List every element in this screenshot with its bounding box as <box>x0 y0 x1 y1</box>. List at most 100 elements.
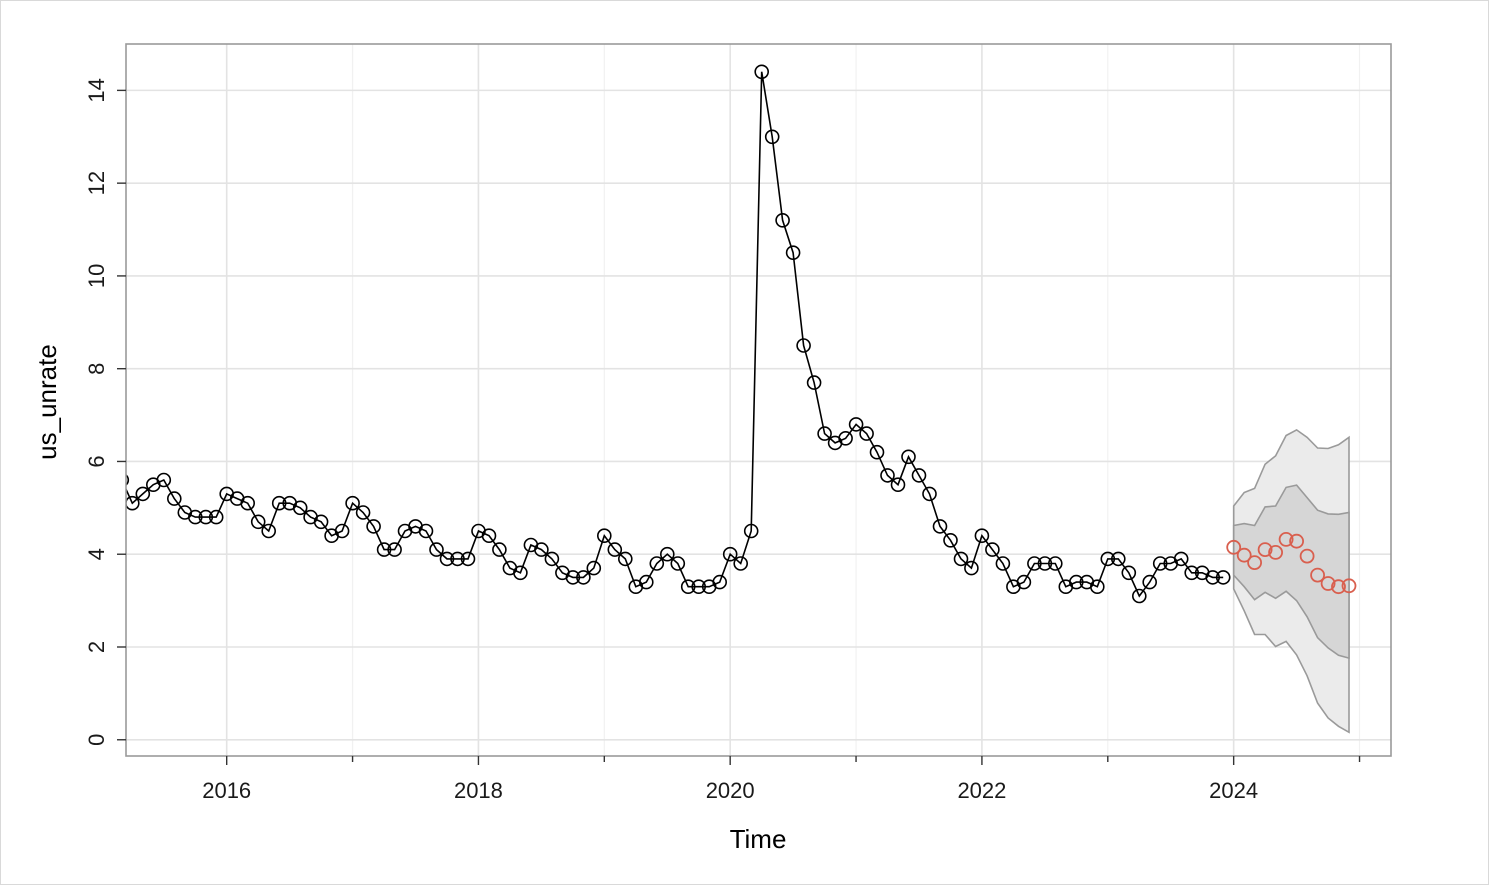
observed-point <box>712 574 728 590</box>
observed-point <box>1152 556 1168 571</box>
x-tick-label: 2018 <box>454 778 503 803</box>
observed-point <box>607 542 623 557</box>
observed-point <box>985 542 1000 557</box>
observed-point <box>848 417 864 432</box>
observed-point <box>680 579 696 595</box>
observed-point <box>659 546 675 562</box>
observed-point <box>1173 551 1189 567</box>
forecast-intervals <box>1232 428 1350 734</box>
observed-point <box>126 474 130 486</box>
observed-point <box>1027 556 1042 571</box>
y-tick-label: 12 <box>84 171 109 195</box>
observed-point <box>387 542 402 557</box>
observed-point <box>796 338 811 353</box>
observed-point <box>250 514 266 530</box>
interval-80-band <box>1232 484 1350 660</box>
observed-point <box>492 542 507 557</box>
x-tick-label: 2016 <box>202 778 251 803</box>
y-tick-label: 8 <box>84 363 109 375</box>
observed-point <box>1205 570 1220 585</box>
forecast-point <box>1320 576 1336 591</box>
observed-point <box>135 486 151 502</box>
forecast-point <box>1278 532 1294 547</box>
observed-point <box>439 551 455 567</box>
observed-point <box>670 556 686 571</box>
observed-series <box>126 64 1231 604</box>
forecast-series <box>1226 532 1357 595</box>
forecast-point <box>1331 579 1346 595</box>
observed-point <box>754 64 770 80</box>
observed-point <box>785 245 801 260</box>
observed-point <box>638 574 654 590</box>
forecast-point <box>1299 548 1315 564</box>
observed-point <box>806 375 822 390</box>
observed-point <box>617 551 633 567</box>
observed-point <box>890 477 906 493</box>
observed-point <box>429 542 444 557</box>
plot-frame <box>125 43 1392 757</box>
y-tick-label: 10 <box>84 264 109 288</box>
observed-point <box>974 528 990 544</box>
axes: 2016 2018 2020 2022 2024 0 2 4 6 8 10 12 14 <box>84 78 1361 803</box>
observed-point <box>240 495 255 511</box>
observed-point <box>922 486 937 502</box>
observed-point <box>1069 574 1084 590</box>
observed-point <box>1016 574 1032 590</box>
observed-point <box>880 468 895 483</box>
observed-point <box>932 519 948 534</box>
observed-point <box>586 560 602 576</box>
observed-point <box>733 556 749 571</box>
observed-point <box>722 546 738 562</box>
observed-point <box>355 505 371 520</box>
observed-point <box>1184 565 1199 581</box>
observed-point <box>1111 551 1126 567</box>
observed-point <box>817 426 832 441</box>
observed-point <box>596 528 612 544</box>
observed-point <box>565 570 581 585</box>
observed-point <box>743 523 759 539</box>
observed-point <box>156 472 172 488</box>
forecast-point <box>1257 542 1273 557</box>
observed-point <box>691 579 707 595</box>
observed-point <box>366 519 381 534</box>
observed-point <box>775 213 790 228</box>
observed-point <box>534 542 549 557</box>
y-tick-label: 14 <box>84 78 109 102</box>
observed-point <box>1090 579 1105 595</box>
observed-point <box>1215 570 1231 585</box>
observed-point <box>261 523 277 539</box>
observed-point <box>513 565 528 581</box>
forecast-point <box>1289 533 1304 549</box>
observed-point <box>544 551 560 567</box>
observed-point <box>198 509 214 525</box>
y-axis-label: us_unrate <box>32 344 62 460</box>
observed-point <box>460 551 476 567</box>
forecast-point <box>1226 539 1242 555</box>
observed-point <box>188 509 203 525</box>
forecast-point <box>1341 578 1357 594</box>
observed-point <box>764 129 780 145</box>
observed-point <box>859 426 874 441</box>
forecast-point <box>1310 567 1325 583</box>
observed-point <box>450 551 465 567</box>
x-tick-label: 2024 <box>1209 778 1258 803</box>
x-tick-label: 2022 <box>957 778 1006 803</box>
forecast-point <box>1268 545 1283 560</box>
y-tick-label: 0 <box>84 734 109 746</box>
observed-point <box>1132 588 1147 604</box>
observed-point <box>271 495 287 511</box>
observed-point <box>313 514 329 530</box>
observed-point <box>167 491 182 506</box>
forecast-point <box>1236 547 1252 563</box>
forecast-point <box>1247 555 1262 570</box>
observed-point <box>901 449 916 465</box>
y-tick-label: 2 <box>84 641 109 653</box>
observed-point <box>649 556 665 571</box>
observed-point <box>481 528 497 544</box>
observed-point <box>1037 556 1053 571</box>
observed-point <box>418 523 434 539</box>
observed-point <box>995 556 1011 571</box>
y-tick-label: 6 <box>84 455 109 467</box>
